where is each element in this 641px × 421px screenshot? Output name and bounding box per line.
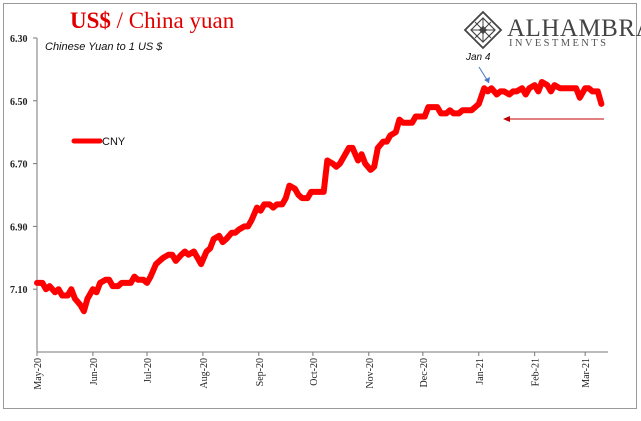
y-axis-ticks: 6.30 6.50 6.70 6.90 7.10 <box>10 34 37 296</box>
chart-frame <box>3 3 637 409</box>
x-tick-label: Mar-21 <box>581 358 592 388</box>
x-tick-label: Dec-20 <box>419 358 430 387</box>
level-arrow <box>503 116 604 122</box>
y-tick-label: 6.70 <box>10 160 28 171</box>
brand-tagline: INVESTMENTS <box>509 38 608 49</box>
x-tick-label: May-20 <box>33 358 44 390</box>
chart-title: US$ / China yuan <box>70 8 235 33</box>
x-tick-label: Jun-20 <box>89 358 100 385</box>
legend-label: CNY <box>102 136 126 148</box>
brand-name: ALHAMBRA <box>507 15 641 42</box>
title-separator: / <box>111 8 129 33</box>
y-tick-label: 6.50 <box>10 97 28 108</box>
series-group <box>34 79 605 315</box>
x-tick-label: Sep-20 <box>255 358 266 386</box>
x-tick-label: Oct-20 <box>309 358 320 386</box>
x-tick-label: Aug-20 <box>199 358 210 389</box>
y-tick-label: 7.10 <box>10 285 28 296</box>
legend: CNY <box>71 136 126 148</box>
y-tick-label: 6.30 <box>10 34 28 45</box>
annotation-text: Jan 4 <box>465 52 491 63</box>
chart-subtitle: Chinese Yuan to 1 US $ <box>45 41 163 53</box>
x-tick-label: Jan-21 <box>475 358 486 385</box>
annotation-jan4: Jan 4 <box>465 52 491 84</box>
x-axis-ticks: May-20 Jun-20 Jul-20 Aug-20 Sep-20 Oct-20 Nov-… <box>33 352 592 390</box>
x-tick-label: Feb-21 <box>531 358 542 386</box>
y-tick-label: 6.90 <box>10 222 28 233</box>
x-tick-label: Nov-20 <box>365 358 376 389</box>
title-pair: China yuan <box>129 8 235 33</box>
title-currency: US$ <box>70 8 111 33</box>
x-tick-label: Jul-20 <box>143 358 154 383</box>
alhambra-logo: ALHAMBRA INVESTMENTS <box>463 10 641 50</box>
annotation-arrowhead <box>484 77 490 83</box>
series-line-cny <box>34 79 605 315</box>
level-arrowhead <box>503 116 510 122</box>
logo-diamond-icon <box>463 10 503 50</box>
